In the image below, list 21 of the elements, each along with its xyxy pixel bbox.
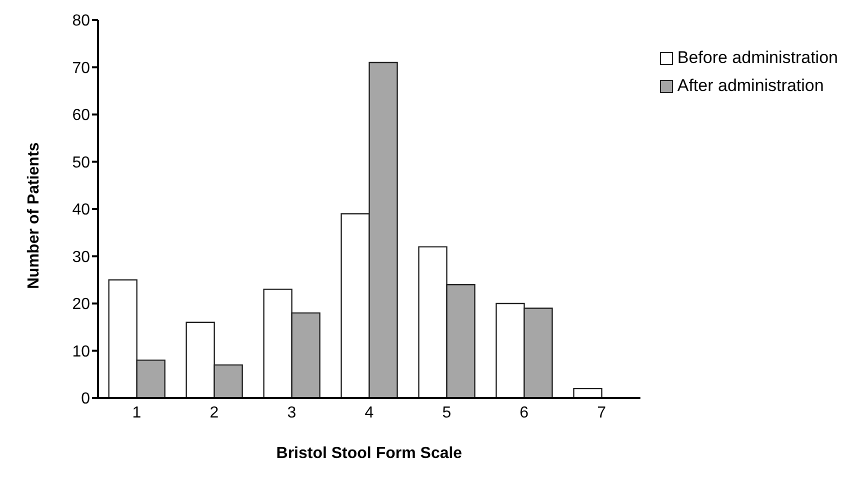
legend-label: After administration [677,76,824,96]
y-tick-label: 80 [72,12,90,30]
x-tick-label: 1 [132,404,142,422]
x-tick-label: 7 [597,404,606,422]
x-tick-label: 5 [442,404,452,422]
bar [573,388,602,398]
y-tick-label: 20 [72,296,90,314]
y-tick-label: 50 [72,154,90,172]
x-tick-label: 6 [520,404,529,422]
y-axis-title: Number of Patients [26,142,43,289]
y-tick-label: 70 [72,60,90,77]
y-tick-label: 60 [72,107,90,124]
y-tick-label: 30 [72,248,90,266]
legend-label: Before administration [677,48,838,68]
x-tick-label: 4 [364,404,374,422]
y-tick-label: 10 [72,343,90,360]
x-tick-label: 2 [210,404,219,422]
x-tick-label: 3 [287,404,296,422]
y-tick-label: 40 [72,202,90,219]
x-axis-title: Bristol Stool Form Scale [276,445,462,462]
y-tick-label: 0 [81,390,90,408]
